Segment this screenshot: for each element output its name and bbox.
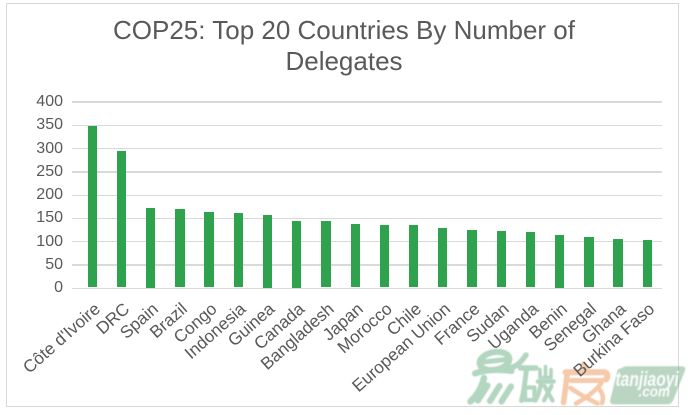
svg-text:tanjiaoyi: tanjiaoyi	[615, 368, 679, 390]
svg-text:.com: .com	[639, 384, 671, 401]
